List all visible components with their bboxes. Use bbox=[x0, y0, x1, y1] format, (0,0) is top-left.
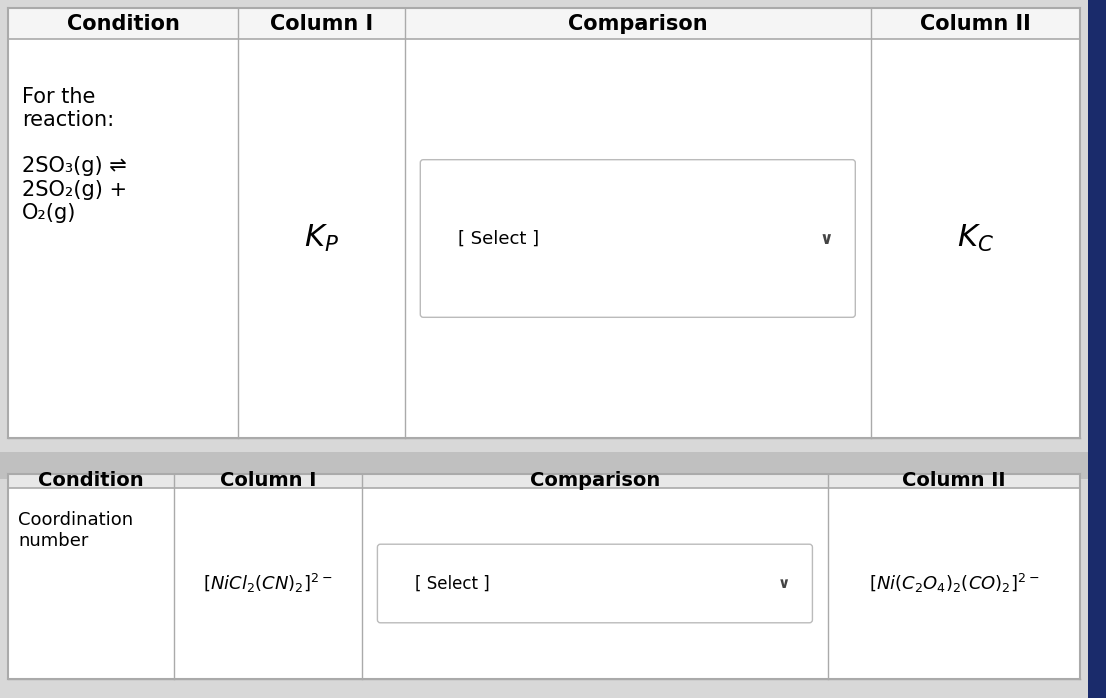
Text: Coordination
number: Coordination number bbox=[18, 511, 133, 550]
Bar bbox=[1088, 0, 1106, 698]
Text: ∨: ∨ bbox=[778, 576, 790, 591]
Text: $[Ni(C_2O_4)_2(CO)_2]^{2-}$: $[Ni(C_2O_4)_2(CO)_2]^{2-}$ bbox=[869, 572, 1040, 595]
FancyBboxPatch shape bbox=[377, 544, 813, 623]
Text: $K_C$: $K_C$ bbox=[957, 223, 994, 254]
Text: [ Select ]: [ Select ] bbox=[415, 574, 490, 593]
Text: Comparison: Comparison bbox=[568, 13, 708, 34]
Text: Column II: Column II bbox=[920, 13, 1031, 34]
Text: ∨: ∨ bbox=[820, 230, 833, 248]
Bar bbox=[0, 452, 1088, 479]
Text: Comparison: Comparison bbox=[530, 472, 660, 491]
Bar bbox=[8, 8, 1079, 438]
Text: Column I: Column I bbox=[270, 13, 373, 34]
FancyBboxPatch shape bbox=[420, 160, 855, 318]
Bar bbox=[8, 8, 1079, 39]
Text: $[NiCl_2(CN)_2]^{2-}$: $[NiCl_2(CN)_2]^{2-}$ bbox=[204, 572, 333, 595]
Text: Column I: Column I bbox=[220, 472, 316, 491]
Text: Column II: Column II bbox=[902, 472, 1005, 491]
Bar bbox=[8, 474, 1079, 679]
Text: Condition: Condition bbox=[39, 472, 144, 491]
Text: [ Select ]: [ Select ] bbox=[458, 230, 539, 248]
Text: $K_P$: $K_P$ bbox=[304, 223, 338, 254]
Text: For the
reaction:

2SO₃(g) ⇌
2SO₂(g) +
O₂(g): For the reaction: 2SO₃(g) ⇌ 2SO₂(g) + O₂… bbox=[22, 87, 127, 223]
Text: Condition: Condition bbox=[66, 13, 179, 34]
Bar bbox=[8, 474, 1079, 488]
